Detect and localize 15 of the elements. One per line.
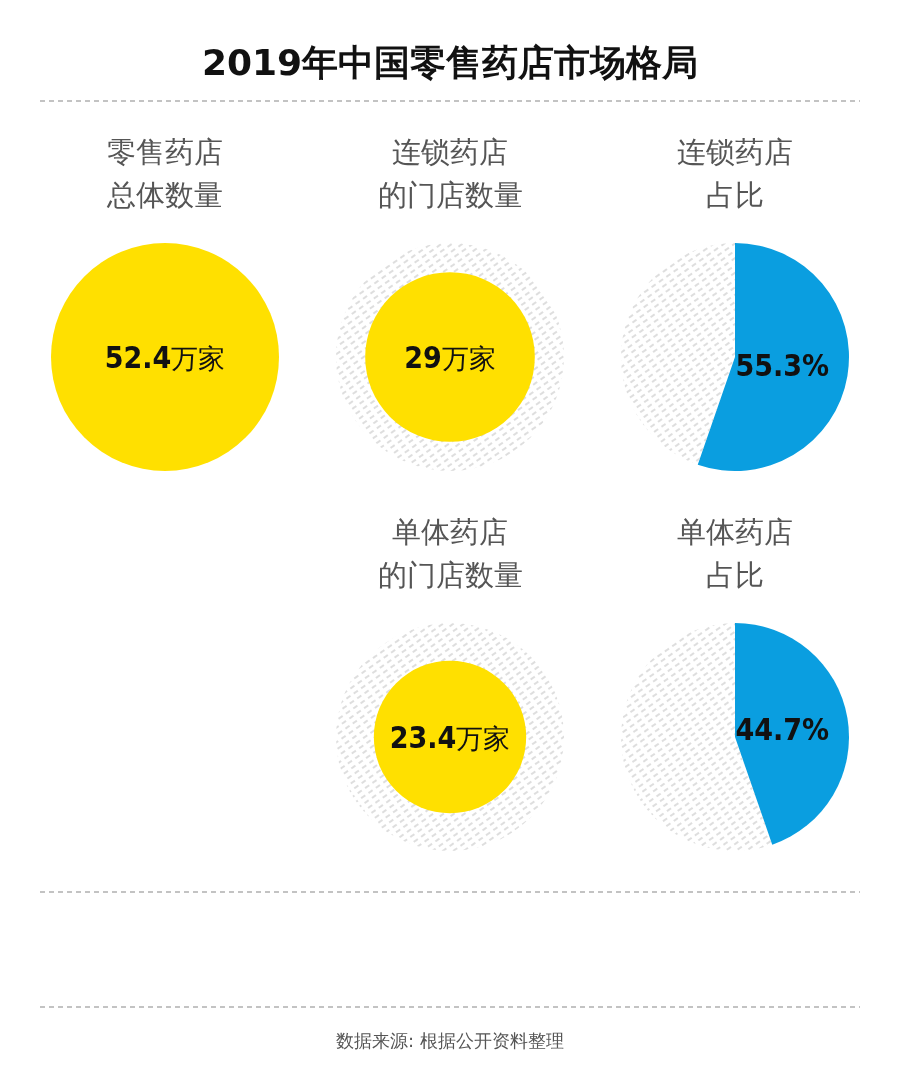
data-label: 29万家 bbox=[404, 340, 496, 375]
pie-slice bbox=[697, 243, 849, 471]
chart-title: 连锁药店占比 bbox=[677, 135, 793, 212]
pie-slice bbox=[735, 623, 849, 845]
text: 2019年中国零售药店市场格局 bbox=[201, 42, 699, 83]
text: 零售药店总体数量 bbox=[106, 135, 223, 212]
text: 单体药店的门店数量 bbox=[377, 515, 523, 592]
source-note: 数据来源: 根据公开资料整理 bbox=[336, 1030, 564, 1051]
data-label: 52.4万家 bbox=[104, 340, 226, 375]
data-label: 55.3% bbox=[735, 347, 830, 383]
text: 连锁药店的门店数量 bbox=[377, 135, 523, 212]
chart-title: 单体药店占比 bbox=[677, 515, 793, 592]
pie-slice bbox=[621, 243, 735, 465]
data-label: 23.4万家 bbox=[389, 720, 511, 755]
data-label: 44.7% bbox=[735, 712, 830, 748]
